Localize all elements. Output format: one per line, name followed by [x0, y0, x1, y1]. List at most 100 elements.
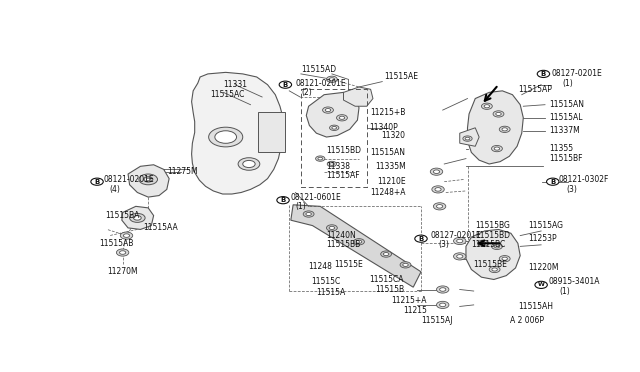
Text: 11515BB: 11515BB [326, 240, 361, 249]
Circle shape [129, 214, 145, 222]
Circle shape [147, 178, 150, 180]
Text: 11331: 11331 [223, 80, 248, 89]
Circle shape [465, 137, 470, 140]
Text: 11515BA: 11515BA [105, 211, 139, 220]
Text: 11515BG: 11515BG [476, 221, 510, 230]
Circle shape [318, 157, 323, 160]
Circle shape [494, 245, 500, 248]
Text: 11215: 11215 [403, 306, 428, 315]
Text: W: W [538, 282, 545, 288]
Text: 08915-3401A: 08915-3401A [549, 277, 600, 286]
Circle shape [306, 212, 311, 216]
Polygon shape [466, 230, 520, 279]
Polygon shape [460, 128, 479, 146]
Circle shape [440, 303, 446, 307]
Text: 11337M: 11337M [549, 126, 580, 135]
Polygon shape [122, 206, 154, 230]
Circle shape [139, 174, 157, 185]
Circle shape [547, 178, 559, 185]
Text: 11338: 11338 [326, 162, 351, 171]
Circle shape [454, 237, 466, 244]
Circle shape [433, 203, 446, 210]
Circle shape [502, 257, 508, 260]
Circle shape [457, 254, 463, 258]
Text: 11210E: 11210E [377, 177, 406, 186]
Circle shape [330, 163, 334, 165]
Text: 11515AN: 11515AN [549, 100, 584, 109]
Text: 11515AG: 11515AG [528, 221, 563, 230]
Text: 11215+A: 11215+A [392, 296, 428, 305]
Text: 11515AA: 11515AA [143, 224, 179, 232]
Text: (3): (3) [438, 240, 449, 249]
Circle shape [463, 136, 472, 141]
Text: B: B [550, 179, 556, 185]
Text: 11515AJ: 11515AJ [420, 316, 452, 325]
Circle shape [277, 196, 289, 204]
Circle shape [238, 158, 260, 170]
Text: 11270M: 11270M [107, 267, 138, 276]
Circle shape [329, 226, 335, 230]
Circle shape [243, 160, 255, 167]
Polygon shape [467, 91, 524, 164]
Circle shape [339, 116, 345, 119]
Circle shape [120, 251, 125, 254]
Text: 11275M: 11275M [167, 167, 197, 176]
Circle shape [484, 105, 490, 108]
Text: 11340P: 11340P [369, 123, 398, 132]
Text: B: B [280, 197, 285, 203]
Circle shape [432, 186, 444, 193]
Circle shape [120, 232, 132, 239]
Text: 11515BC: 11515BC [472, 240, 506, 249]
Text: 11215+B: 11215+B [370, 108, 406, 117]
Text: A 2 006P: A 2 006P [510, 316, 544, 325]
Circle shape [356, 240, 362, 243]
Text: B: B [419, 236, 424, 242]
Circle shape [440, 288, 446, 291]
Text: (1): (1) [559, 286, 570, 295]
Circle shape [279, 81, 292, 88]
Circle shape [436, 301, 449, 308]
Circle shape [91, 178, 103, 185]
Text: 11515AL: 11515AL [549, 113, 582, 122]
Polygon shape [291, 205, 421, 287]
Text: 11240N: 11240N [326, 231, 356, 240]
Circle shape [537, 70, 550, 77]
Text: 11515BF: 11515BF [549, 154, 582, 163]
Polygon shape [191, 73, 283, 194]
Polygon shape [259, 112, 285, 153]
Circle shape [492, 268, 497, 271]
Polygon shape [128, 165, 169, 197]
Circle shape [325, 109, 331, 112]
Text: 11515BD: 11515BD [326, 147, 362, 155]
Text: (3): (3) [566, 185, 577, 194]
Polygon shape [344, 87, 373, 106]
Circle shape [143, 177, 153, 182]
Circle shape [454, 253, 466, 260]
Circle shape [215, 131, 237, 143]
Text: B: B [283, 82, 288, 88]
Text: 11515BE: 11515BE [474, 260, 508, 269]
Text: 08121-0302F: 08121-0302F [559, 175, 609, 184]
Text: 11220M: 11220M [528, 263, 559, 272]
Circle shape [323, 107, 333, 113]
Text: 11248+A: 11248+A [370, 188, 406, 197]
Text: 11515AB: 11515AB [99, 239, 134, 248]
Circle shape [209, 127, 243, 147]
Circle shape [326, 225, 337, 231]
Circle shape [481, 103, 492, 109]
Text: 11515AC: 11515AC [210, 90, 244, 99]
Circle shape [134, 216, 141, 220]
Circle shape [124, 234, 129, 237]
Circle shape [332, 126, 337, 129]
Text: 11515C: 11515C [311, 277, 340, 286]
Text: 11515AD: 11515AD [301, 65, 336, 74]
Text: (2): (2) [301, 88, 312, 97]
Circle shape [499, 126, 510, 132]
Circle shape [145, 177, 152, 182]
Text: 08121-0201E: 08121-0201E [296, 78, 346, 88]
Text: (4): (4) [109, 185, 120, 194]
Text: 11335M: 11335M [375, 162, 406, 171]
Circle shape [329, 78, 335, 81]
Circle shape [436, 205, 443, 208]
Text: 11253P: 11253P [528, 234, 557, 243]
